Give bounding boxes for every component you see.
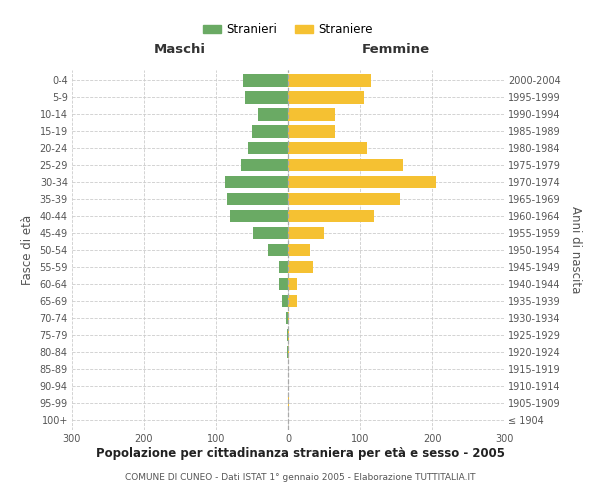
Bar bbox=[288, 210, 374, 222]
Bar bbox=[278, 260, 288, 274]
Bar bbox=[288, 125, 335, 138]
Bar bbox=[286, 312, 288, 324]
Bar bbox=[252, 125, 288, 138]
Text: Popolazione per cittadinanza straniera per età e sesso - 2005: Popolazione per cittadinanza straniera p… bbox=[95, 448, 505, 460]
Text: COMUNE DI CUNEO - Dati ISTAT 1° gennaio 2005 - Elaborazione TUTTITALIA.IT: COMUNE DI CUNEO - Dati ISTAT 1° gennaio … bbox=[125, 473, 475, 482]
Bar bbox=[287, 346, 288, 358]
Bar bbox=[288, 158, 403, 172]
Bar bbox=[287, 328, 288, 342]
Bar bbox=[288, 226, 324, 239]
Bar bbox=[288, 108, 335, 120]
Bar bbox=[258, 108, 288, 120]
Bar bbox=[288, 244, 310, 256]
Text: Maschi: Maschi bbox=[154, 42, 206, 56]
Legend: Stranieri, Straniere: Stranieri, Straniere bbox=[198, 18, 378, 40]
Bar bbox=[288, 74, 371, 86]
Bar bbox=[282, 294, 288, 308]
Bar bbox=[288, 278, 298, 290]
Bar bbox=[288, 91, 364, 104]
Bar bbox=[230, 210, 288, 222]
Bar bbox=[268, 244, 288, 256]
Bar bbox=[288, 346, 289, 358]
Bar bbox=[288, 312, 289, 324]
Bar bbox=[280, 278, 288, 290]
Text: Femmine: Femmine bbox=[362, 42, 430, 56]
Bar bbox=[224, 176, 288, 188]
Bar bbox=[288, 260, 313, 274]
Bar bbox=[288, 192, 400, 205]
Bar bbox=[288, 176, 436, 188]
Bar bbox=[288, 142, 367, 154]
Bar bbox=[253, 226, 288, 239]
Bar bbox=[248, 142, 288, 154]
Bar bbox=[288, 328, 289, 342]
Y-axis label: Fasce di età: Fasce di età bbox=[21, 215, 34, 285]
Bar bbox=[288, 294, 296, 308]
Bar bbox=[288, 396, 289, 409]
Bar bbox=[227, 192, 288, 205]
Y-axis label: Anni di nascita: Anni di nascita bbox=[569, 206, 583, 294]
Bar bbox=[244, 74, 288, 86]
Bar bbox=[245, 91, 288, 104]
Bar bbox=[241, 158, 288, 172]
